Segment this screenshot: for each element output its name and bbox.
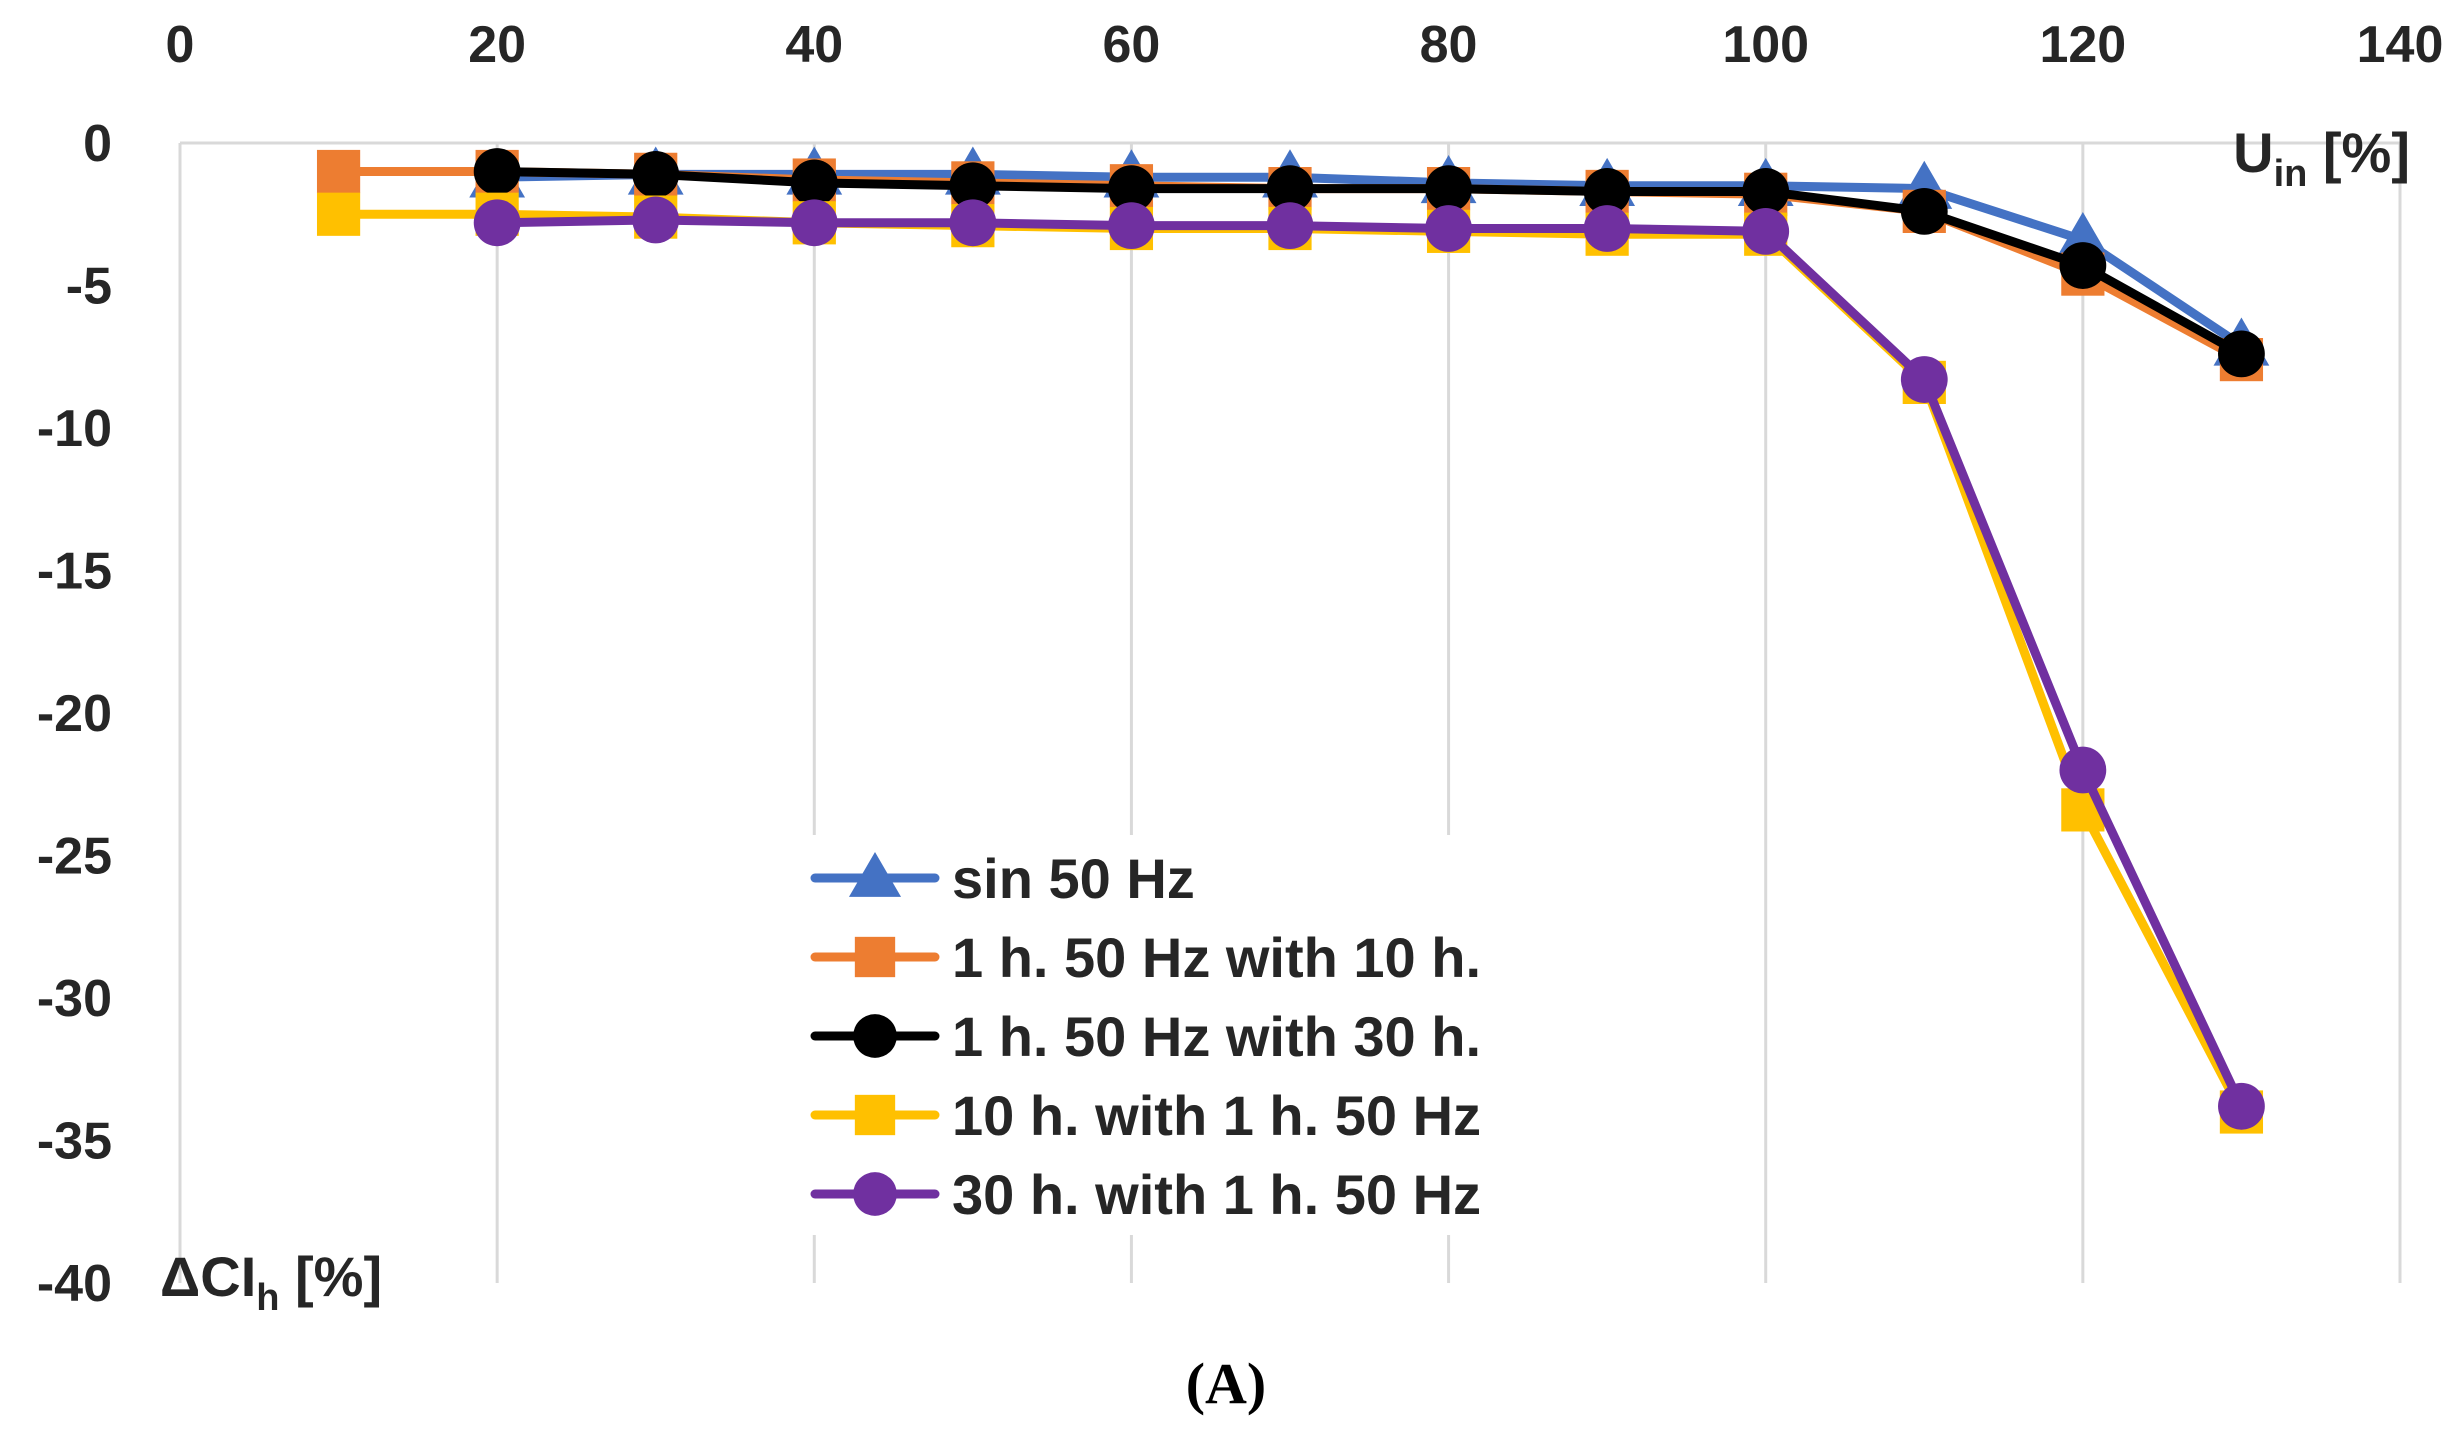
data-series bbox=[316, 146, 2270, 1134]
data-point bbox=[949, 162, 997, 210]
data-point bbox=[316, 149, 361, 194]
x-tick-label: 60 bbox=[1103, 16, 1161, 74]
data-point bbox=[1900, 356, 1948, 403]
data-point bbox=[316, 192, 361, 236]
x-tick-label: 100 bbox=[1722, 16, 1809, 74]
y-tick-label: -5 bbox=[66, 258, 112, 316]
y-tick-label: -20 bbox=[37, 685, 112, 743]
data-point bbox=[790, 199, 838, 247]
y-tick-label: -35 bbox=[37, 1113, 112, 1171]
legend-entry: 30 h. with 1 h. 50 Hz bbox=[810, 1163, 1481, 1226]
series-line bbox=[492, 167, 2246, 359]
series-line bbox=[492, 169, 2246, 350]
legend: sin 50 Hz 1 h. 50 Hz with 10 h. 1 h. 50 Hz… bbox=[800, 835, 1620, 1235]
data-point bbox=[2218, 1082, 2265, 1130]
y-tick-label: -15 bbox=[37, 543, 112, 601]
data-point bbox=[1266, 165, 1314, 213]
data-point bbox=[949, 199, 997, 247]
data-point bbox=[1900, 188, 1948, 235]
legend-entry: 10 h. with 1 h. 50 Hz bbox=[810, 1084, 1481, 1147]
legend-label: sin 50 Hz bbox=[952, 847, 1195, 910]
x-tick-label: 40 bbox=[785, 16, 843, 74]
legend-label: 10 h. with 1 h. 50 Hz bbox=[952, 1084, 1481, 1147]
y-tick-label: 0 bbox=[83, 115, 112, 173]
series-3 bbox=[473, 148, 2265, 378]
legend-entry: 1 h. 50 Hz with 10 h. bbox=[810, 926, 1481, 989]
x-tick-label: 80 bbox=[1420, 16, 1478, 74]
series-5 bbox=[473, 196, 2265, 1130]
data-point bbox=[1425, 205, 1472, 252]
series-line bbox=[492, 215, 2246, 1111]
gridlines bbox=[495, 143, 2402, 1283]
data-point bbox=[1742, 168, 1790, 215]
y-axis-title: ΔCIh [%] bbox=[160, 1245, 382, 1319]
legend-swatch-marker bbox=[854, 936, 896, 978]
data-point bbox=[790, 159, 838, 207]
y-tick-label: -30 bbox=[37, 970, 112, 1028]
x-tick-label: 20 bbox=[468, 16, 526, 74]
data-point bbox=[2218, 330, 2265, 378]
data-point bbox=[1108, 202, 1155, 250]
axes bbox=[178, 141, 2400, 1283]
data-point bbox=[632, 150, 680, 198]
y-tick-label: -40 bbox=[37, 1255, 112, 1313]
x-axis-title: Uin [%] bbox=[2233, 121, 2410, 195]
legend-entry: sin 50 Hz bbox=[810, 847, 1195, 910]
data-point bbox=[1583, 168, 1631, 215]
data-point bbox=[2059, 242, 2107, 289]
data-point bbox=[632, 196, 680, 244]
y-tick-label: -25 bbox=[37, 828, 112, 886]
tick-labels: 0 20 40 60 80 100 120 140 0 -5 -10 -15 -20 -25 -30 -35 -… bbox=[37, 16, 2444, 1313]
data-point bbox=[2059, 746, 2107, 794]
figure-caption: (A) bbox=[1186, 1351, 1267, 1416]
legend-swatch-marker bbox=[854, 1094, 896, 1136]
y-tick-label: -10 bbox=[37, 400, 112, 458]
data-point bbox=[473, 199, 521, 247]
data-point bbox=[1742, 207, 1790, 255]
legend-swatch-marker bbox=[848, 851, 902, 897]
x-tick-label: 140 bbox=[2357, 16, 2444, 74]
legend-label: 1 h. 50 Hz with 30 h. bbox=[952, 1005, 1481, 1068]
data-point bbox=[1266, 202, 1314, 250]
legend-swatch-marker bbox=[853, 1172, 897, 1216]
x-tick-label: 0 bbox=[166, 16, 195, 74]
legend-label: 30 h. with 1 h. 50 Hz bbox=[952, 1163, 1481, 1226]
data-point bbox=[1583, 205, 1631, 252]
data-point bbox=[473, 148, 521, 195]
data-point bbox=[1425, 165, 1472, 213]
legend-swatch-marker bbox=[853, 1014, 897, 1058]
x-tick-label: 120 bbox=[2039, 16, 2126, 74]
legend-entry: 1 h. 50 Hz with 30 h. bbox=[810, 1005, 1481, 1068]
data-point bbox=[1108, 165, 1155, 213]
legend-label: 1 h. 50 Hz with 10 h. bbox=[952, 926, 1481, 989]
